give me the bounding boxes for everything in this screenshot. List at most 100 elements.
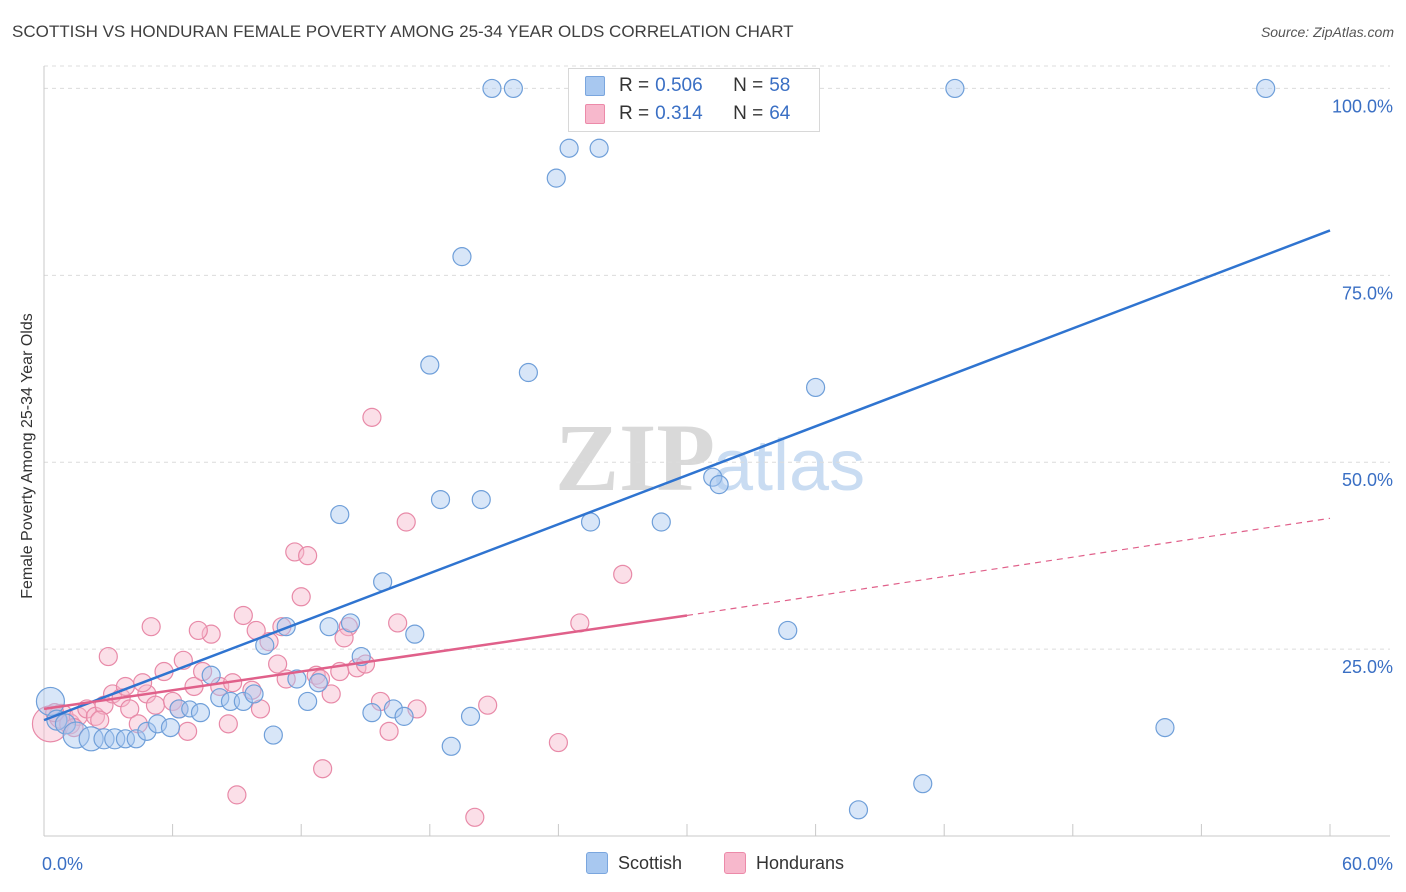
scottish-point [945, 78, 965, 99]
scottish-point [778, 620, 798, 641]
scottish-point [126, 729, 146, 749]
scottish-point [913, 774, 933, 794]
y-tick-label: 75.0% [1342, 283, 1393, 303]
scottish-point [93, 728, 115, 750]
scottish-point [394, 706, 414, 726]
x-tick-label: 60.0% [1342, 854, 1393, 874]
scottish-point [181, 700, 199, 718]
honduran-point [218, 714, 238, 734]
series-legend-label: Scottish [618, 852, 683, 873]
series-legend-scottish[interactable]: Scottish [586, 852, 682, 874]
honduran-point [548, 732, 569, 753]
scottish-point [848, 800, 869, 820]
y-tick-label: 50.0% [1342, 470, 1393, 490]
honduran-point [141, 617, 161, 637]
honduran-point [478, 695, 498, 715]
x-tick-label: 0.0% [42, 854, 83, 874]
series-legend-hondurans[interactable]: Hondurans [724, 852, 844, 874]
scottish-point [62, 721, 90, 749]
watermark-atlas: atlas [713, 426, 865, 506]
legend-row-scottish: R = 0.506 N = 58 [585, 73, 833, 99]
scottish-point [482, 78, 502, 99]
honduran-point [379, 721, 399, 741]
correlation-legend: R = 0.506 N = 58 R = 0.314 N = 64 [568, 68, 820, 132]
legend-swatch-scottish [585, 76, 605, 96]
scottish-point [78, 726, 104, 752]
honduran-trendline-extension [686, 517, 1331, 617]
scottish-point [805, 377, 826, 398]
scottish-point [383, 699, 403, 719]
scottish-point [452, 247, 472, 267]
scottish-point [210, 688, 230, 708]
honduran-point [227, 785, 247, 805]
scottish-point [160, 718, 181, 738]
scottish-point [244, 684, 264, 704]
watermark-zip: ZIP [555, 404, 715, 511]
legend-n-label: N = [733, 103, 764, 124]
honduran-point [120, 699, 140, 719]
honduran-point [362, 407, 382, 427]
series-swatch-hondurans [724, 852, 746, 874]
honduran-trendline [43, 614, 688, 711]
scottish-point [263, 725, 283, 745]
scottish-point [54, 713, 77, 735]
scottish-point [518, 362, 538, 383]
legend-row-hondurans: R = 0.314 N = 64 [585, 101, 833, 127]
legend-r-label: R = [619, 75, 650, 96]
honduran-point [188, 620, 208, 641]
honduran-point [465, 807, 485, 827]
honduran-point [268, 654, 288, 674]
honduran-point [178, 721, 198, 741]
scottish-point [330, 504, 350, 525]
scottish-point [405, 624, 425, 644]
scottish-point [471, 489, 491, 510]
scottish-point [441, 736, 461, 756]
scottish-point [340, 613, 361, 633]
source-label: Source: ZipAtlas.com [1260, 24, 1394, 40]
legend-n-value-hondurans: 64 [769, 103, 791, 124]
scottish-point [460, 706, 481, 726]
honduran-point [396, 512, 416, 532]
chart-title: SCOTTISH VS HONDURAN FEMALE POVERTY AMON… [12, 22, 794, 41]
scottish-point [1256, 78, 1276, 99]
scottish-trendline [43, 229, 1331, 722]
scottish-point [190, 703, 211, 723]
series-legend-label: Hondurans [756, 852, 845, 873]
scottish-point [703, 467, 723, 487]
scottish-point [1155, 718, 1175, 738]
scottish-point [503, 78, 523, 99]
honduran-point [163, 691, 183, 712]
honduran-point [298, 546, 318, 566]
scottish-point [546, 168, 566, 188]
scottish-point [420, 355, 440, 375]
series-legend: Scottish Hondurans [0, 852, 1406, 878]
scottish-point [35, 686, 66, 717]
honduran-point [201, 624, 221, 644]
legend-n-value-scottish: 58 [769, 75, 791, 96]
scottish-point [287, 669, 307, 689]
honduran-point [285, 542, 305, 562]
scottish-point [104, 728, 126, 750]
y-tick-label: 25.0% [1342, 657, 1393, 677]
scottish-point [115, 729, 136, 749]
legend-r-value-hondurans: 0.314 [655, 103, 703, 124]
scottish-point [137, 721, 157, 741]
honduran-point [98, 646, 118, 667]
scottish-point [147, 714, 168, 734]
scottish-point [201, 665, 221, 685]
scottish-point [559, 138, 579, 158]
series-swatch-scottish [586, 852, 608, 874]
legend-r-label: R = [619, 103, 650, 124]
scottish-point [362, 703, 382, 723]
scottish-point [709, 475, 729, 495]
honduran-point [388, 613, 408, 633]
scottish-point [233, 691, 253, 712]
legend-swatch-hondurans [585, 104, 605, 124]
honduran-point [145, 695, 166, 715]
scottish-point [430, 489, 451, 510]
scottish-point [319, 617, 339, 637]
scottish-point [589, 138, 609, 158]
y-tick-label: 100.0% [1332, 96, 1393, 116]
honduran-point [291, 587, 311, 607]
